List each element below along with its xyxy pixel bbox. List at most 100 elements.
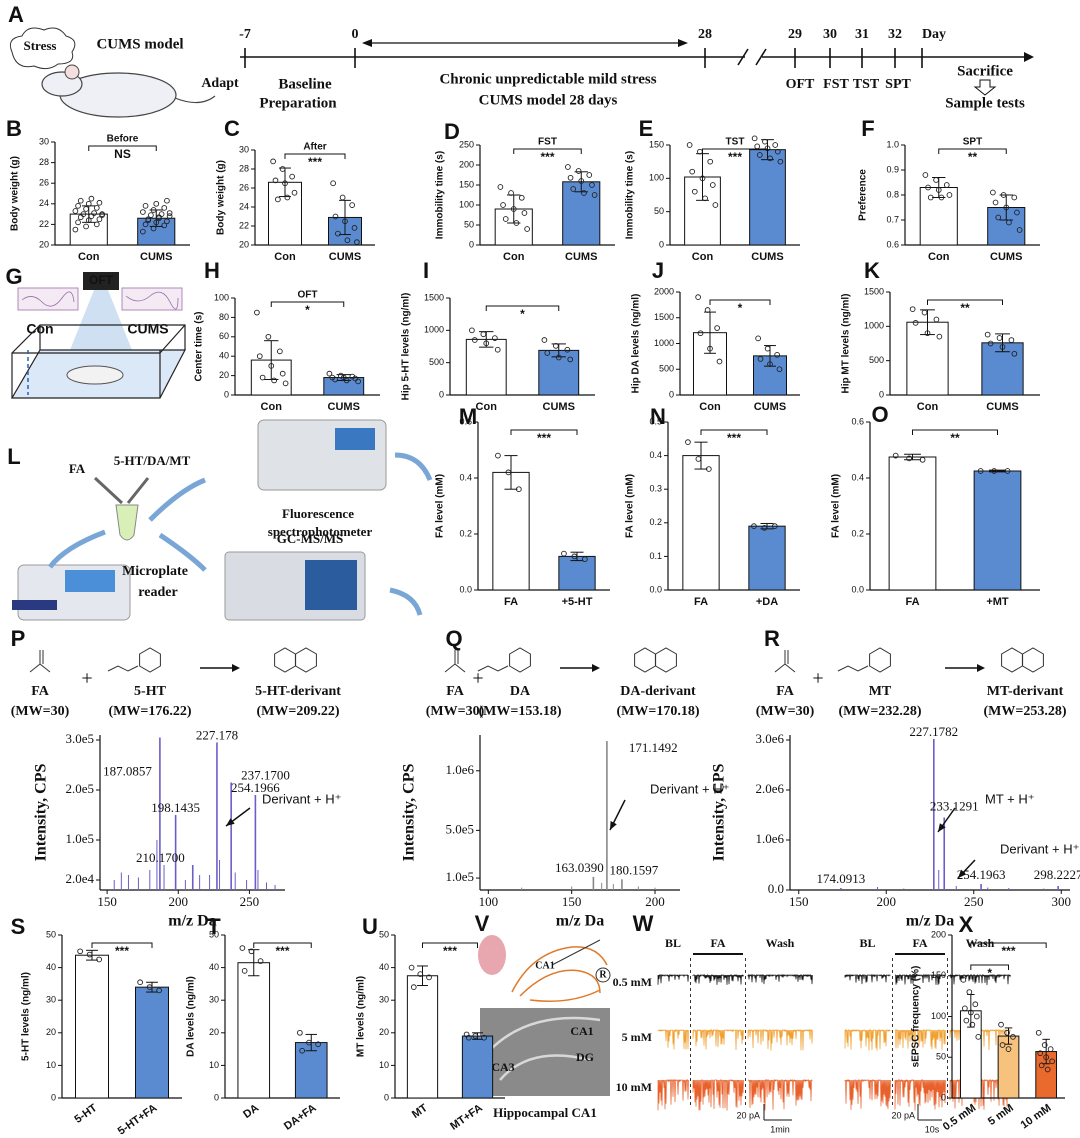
data-point — [145, 217, 152, 224]
data-point — [922, 172, 929, 178]
data-point — [93, 221, 100, 228]
label: GC-MS/MS — [277, 531, 343, 546]
y-tick-label: 100 — [459, 199, 474, 209]
data-point — [142, 221, 149, 228]
arena-wall — [11, 324, 186, 398]
label: (MW=170.18) — [616, 704, 699, 719]
x-tick-label: 200 — [645, 894, 665, 909]
data-point — [72, 226, 79, 233]
data-point — [481, 1034, 487, 1041]
track — [125, 291, 179, 310]
label: + — [812, 668, 823, 690]
label: BL — [859, 936, 875, 950]
data-point — [570, 186, 577, 192]
significance-bracket — [510, 429, 578, 435]
x-tick-label: CUMS — [565, 251, 597, 263]
data-point — [352, 375, 359, 382]
bar — [75, 954, 109, 1099]
y-tick-label: 0.5 — [649, 416, 662, 426]
bar — [558, 555, 596, 591]
y-tick-label: 60 — [219, 331, 229, 341]
data-point — [975, 1034, 982, 1040]
data-point — [259, 374, 266, 381]
trace — [747, 973, 813, 985]
data-point — [1000, 192, 1007, 198]
data-point — [767, 361, 773, 367]
data-point — [716, 358, 723, 365]
mouse-tail — [174, 95, 216, 104]
x-tick-label: FA — [905, 596, 919, 608]
label: OFT — [786, 77, 815, 92]
data-point — [969, 1021, 976, 1028]
label: (MW=30) — [426, 704, 485, 719]
formaldehyde — [444, 650, 466, 673]
y-axis-label: Body weight (g) — [216, 160, 227, 235]
arrowhead — [592, 664, 600, 672]
data-point — [699, 175, 706, 182]
label: 31 — [855, 27, 869, 42]
data-point — [767, 155, 773, 162]
track — [21, 291, 75, 307]
data-point — [140, 209, 146, 215]
significance-bracket — [970, 964, 1009, 970]
data-point — [1014, 209, 1020, 216]
data-point — [349, 202, 355, 208]
label: 5-HT-derivant — [255, 684, 341, 699]
data-point — [164, 197, 170, 204]
label: Stress — [24, 38, 57, 53]
x-tick-label: 150 — [789, 894, 809, 909]
data-point — [892, 452, 899, 459]
y-tick-label: 1.0e5 — [65, 831, 94, 846]
y-tick-label: 0.4 — [851, 472, 864, 482]
data-point — [764, 345, 771, 352]
data-point — [248, 948, 255, 955]
trace — [692, 1079, 744, 1111]
y-tick-label: 0.7 — [886, 214, 899, 224]
label: BL — [665, 936, 681, 950]
data-point — [410, 984, 417, 991]
data-point — [326, 370, 333, 377]
y-tick-label: 30 — [379, 995, 389, 1005]
data-point — [933, 316, 940, 323]
data-point — [156, 987, 162, 994]
arrowhead — [938, 823, 946, 832]
data-point — [299, 1047, 305, 1054]
y-tick-label: 50 — [654, 206, 664, 216]
data-point — [553, 343, 559, 349]
label: Adapt — [201, 76, 239, 91]
product-ring — [634, 647, 656, 673]
data-point — [565, 164, 571, 170]
y-tick-label: 20 — [379, 1027, 389, 1037]
y-tick-label: 10 — [379, 1060, 389, 1070]
data-point — [967, 1009, 974, 1016]
arrowhead — [232, 664, 240, 672]
y-tick-label: 20 — [39, 239, 49, 249]
data-point — [1004, 1029, 1010, 1036]
label: FST — [823, 77, 849, 92]
x-tick-label: +DA — [756, 596, 778, 608]
data-point — [705, 466, 712, 472]
label: Baseline — [278, 76, 332, 92]
data-point — [998, 1021, 1004, 1028]
data-point — [774, 148, 781, 155]
data-point — [351, 225, 358, 231]
data-point — [691, 188, 698, 195]
y-tick-label: 3.0e6 — [755, 731, 784, 746]
y-tick-label: 2000 — [654, 286, 674, 296]
y-tick-label: 1000 — [654, 338, 674, 348]
label: -7 — [239, 27, 251, 42]
x-tick-label: +5-HT — [562, 596, 593, 608]
x-tick-label: CUMS — [329, 251, 361, 263]
data-point — [153, 200, 160, 207]
compound-ring — [869, 647, 891, 673]
data-point — [906, 455, 912, 462]
data-point — [99, 212, 105, 218]
data-point — [271, 377, 277, 384]
data-point — [1038, 1062, 1045, 1069]
y-tick-label: 26 — [239, 182, 249, 192]
data-point — [571, 553, 578, 560]
y-axis-label: Hip DA levels (ng/ml) — [631, 294, 642, 394]
x-tick-label: +MT — [986, 596, 1009, 608]
reader-screen — [65, 570, 115, 592]
data-point — [909, 306, 916, 313]
